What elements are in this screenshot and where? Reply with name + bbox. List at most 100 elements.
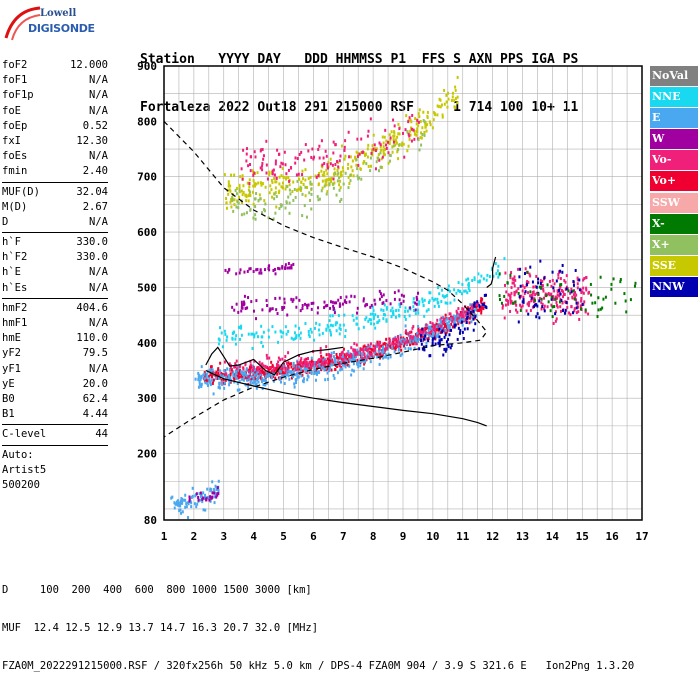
echo-point: [251, 169, 254, 173]
echo-point: [551, 305, 554, 309]
echo-point: [417, 327, 420, 331]
echo-point: [378, 289, 381, 293]
echo-cluster: [240, 114, 420, 186]
echo-point: [211, 495, 214, 499]
echo-point: [236, 368, 239, 372]
echo-point: [529, 274, 532, 278]
echo-point: [213, 372, 216, 376]
echo-point: [317, 362, 320, 366]
echo-point: [205, 497, 208, 501]
echo-point: [431, 126, 434, 130]
echo-point: [416, 339, 419, 343]
echo-point: [246, 306, 249, 310]
echo-point: [372, 344, 375, 348]
legend-item-e: E: [650, 108, 698, 129]
echo-point: [294, 161, 297, 165]
echo-point: [398, 132, 401, 136]
echo-point: [247, 199, 250, 203]
echo-point: [338, 159, 341, 163]
echo-point: [540, 307, 543, 311]
echo-point: [513, 290, 516, 294]
echo-point: [199, 377, 202, 381]
echo-point: [342, 323, 345, 327]
echo-point: [299, 309, 302, 313]
y-tick-label: 900: [137, 60, 157, 73]
echo-point: [503, 316, 506, 320]
echo-point: [436, 104, 439, 108]
echo-point: [298, 361, 301, 365]
echo-point: [419, 336, 422, 340]
echo-point: [243, 270, 246, 274]
echo-point: [327, 160, 330, 164]
echo-point: [422, 332, 425, 336]
echo-point: [342, 182, 345, 186]
echo-point: [390, 315, 393, 319]
echo-point: [250, 365, 253, 369]
echo-point: [305, 367, 308, 371]
echo-point: [269, 307, 272, 311]
echo-point: [453, 320, 456, 324]
echo-point: [323, 364, 326, 368]
echo-point: [446, 105, 449, 109]
echo-point: [287, 329, 290, 333]
echo-point: [249, 190, 252, 194]
echo-point: [400, 143, 403, 147]
echo-point: [299, 359, 302, 363]
echo-point: [533, 298, 536, 302]
echo-point: [345, 295, 348, 299]
polarization-legend: NoVal NNE E W Vo- Vo+ SSW X- X+ SSE NNW: [650, 66, 698, 298]
echo-point: [369, 117, 372, 121]
param-group-muf: MUF(D) 32.04 M(D) 2.67 D N/A: [2, 185, 108, 231]
echo-point: [456, 311, 459, 315]
echo-point: [211, 491, 214, 495]
echo-point: [252, 309, 255, 313]
echo-point: [310, 330, 313, 334]
param-value: N/A: [89, 215, 108, 228]
echo-point: [200, 365, 203, 369]
echo-point: [235, 192, 238, 196]
echo-point: [406, 340, 409, 344]
echo-point: [418, 347, 421, 351]
param-group-virtual-heights: h`F 330.0 h`F2 330.0 h`E N/A h`Es N/A: [2, 235, 108, 296]
echo-point: [265, 365, 268, 369]
echo-point: [261, 211, 264, 215]
echo-point: [460, 292, 463, 296]
echo-point: [420, 339, 423, 343]
echo-point: [567, 296, 570, 300]
echo-point: [190, 501, 193, 505]
echo-point: [365, 355, 368, 359]
echo-point: [417, 302, 420, 306]
echo-point: [262, 364, 265, 368]
echo-point: [480, 274, 483, 278]
echo-point: [290, 266, 293, 270]
echo-point: [335, 301, 338, 305]
echo-point: [397, 308, 400, 312]
echo-point: [466, 306, 469, 310]
echo-point: [572, 311, 575, 315]
echo-point: [274, 186, 277, 190]
echo-point: [343, 148, 346, 152]
echo-point: [398, 346, 401, 350]
echo-point: [414, 335, 417, 339]
echo-point: [241, 177, 244, 181]
echo-point: [510, 286, 513, 290]
echo-point: [362, 349, 365, 353]
echo-point: [596, 315, 599, 319]
echo-point: [334, 368, 337, 372]
echo-point: [619, 280, 622, 284]
echo-point: [423, 120, 426, 124]
echo-point: [447, 97, 450, 101]
echo-point: [233, 377, 236, 381]
echo-point: [274, 330, 277, 334]
echo-point: [394, 335, 397, 339]
echo-point: [377, 153, 380, 157]
echo-point: [563, 293, 566, 297]
echo-point: [509, 296, 512, 300]
echo-point: [404, 331, 407, 335]
logo-lowell-text: Lowell: [40, 8, 77, 19]
echo-point: [352, 354, 355, 358]
echo-point: [380, 157, 383, 161]
echo-point: [426, 114, 429, 118]
echo-point: [290, 370, 293, 374]
echo-point: [351, 368, 354, 372]
